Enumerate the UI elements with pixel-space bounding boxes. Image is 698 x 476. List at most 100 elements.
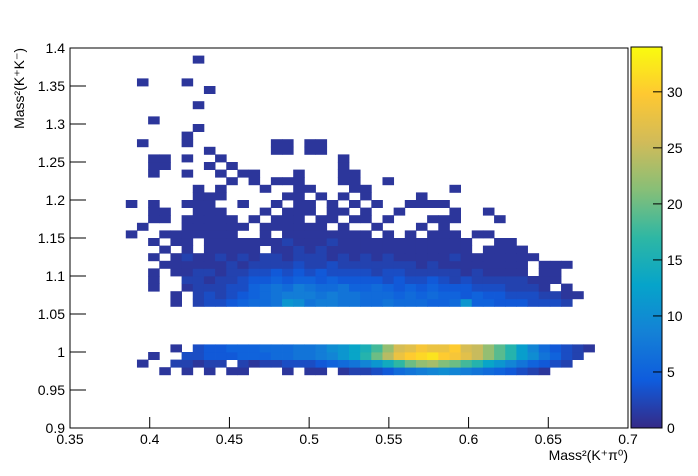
cell (215, 238, 227, 246)
cell (516, 268, 528, 277)
cell (181, 268, 194, 277)
cell (148, 162, 160, 170)
cell (248, 268, 261, 277)
cell (538, 283, 551, 292)
cell (148, 154, 160, 163)
cell (583, 344, 595, 353)
cell (304, 245, 316, 254)
cell (259, 238, 272, 246)
cell (393, 268, 406, 277)
cell (561, 352, 573, 360)
cell (226, 283, 238, 292)
cell (371, 200, 383, 208)
cell (270, 200, 283, 208)
cell (471, 367, 484, 376)
cell (270, 298, 283, 307)
cell (393, 238, 406, 246)
cell (237, 298, 249, 307)
cell (259, 344, 272, 353)
cell (315, 276, 328, 284)
cell (460, 344, 473, 353)
cell (304, 352, 316, 360)
cell (203, 344, 216, 353)
cell (382, 177, 395, 186)
cell (382, 260, 395, 269)
cell (270, 146, 283, 155)
cell (270, 359, 283, 368)
cell (438, 367, 450, 376)
cell (482, 352, 495, 360)
cell (471, 344, 484, 353)
x-tick-label: 0.7 (618, 431, 638, 447)
cell (382, 291, 395, 300)
cell (415, 260, 428, 269)
cell (371, 291, 383, 300)
cell (505, 238, 517, 246)
cell (215, 169, 227, 178)
cell (404, 359, 417, 368)
cell (360, 245, 372, 254)
cell (282, 177, 294, 186)
cell (349, 238, 361, 246)
cell (293, 276, 305, 284)
cell (527, 298, 540, 307)
cell (270, 283, 283, 292)
cell (349, 184, 361, 193)
cell (148, 253, 160, 262)
cell (337, 169, 350, 178)
cell (505, 283, 517, 292)
cell (482, 298, 495, 307)
cell (293, 215, 305, 224)
cell (494, 268, 506, 277)
cell (259, 222, 272, 231)
cell (181, 260, 194, 269)
cell (449, 268, 461, 277)
cell (170, 238, 182, 246)
cell (192, 291, 205, 300)
cell (215, 276, 227, 284)
cell (516, 352, 528, 360)
cell (326, 253, 339, 262)
cell (460, 245, 473, 254)
cell (270, 177, 283, 186)
cell (349, 177, 361, 186)
cell (226, 222, 238, 231)
cell (482, 276, 495, 284)
cell (427, 260, 439, 269)
cell (148, 352, 160, 360)
cell (494, 298, 506, 307)
cell (382, 344, 395, 353)
cell (415, 200, 428, 208)
cell (237, 253, 249, 262)
cell (360, 344, 372, 353)
cell (170, 268, 182, 277)
cell (516, 276, 528, 284)
cell (148, 283, 160, 292)
cell (438, 268, 450, 277)
cell (482, 230, 495, 239)
cell (505, 276, 517, 284)
cell (326, 291, 339, 300)
cell (360, 367, 372, 376)
cell (192, 184, 205, 193)
cell (549, 260, 562, 269)
y-tick-label: 1.1 (46, 268, 66, 284)
cell (282, 359, 294, 368)
cell (438, 260, 450, 269)
cell (505, 268, 517, 277)
cell (404, 260, 417, 269)
cell (360, 215, 372, 224)
cell (438, 344, 450, 353)
cell (293, 352, 305, 360)
cell (494, 344, 506, 353)
cell (393, 283, 406, 292)
cell (315, 260, 328, 269)
cell (371, 268, 383, 277)
cell (148, 169, 160, 178)
cell (471, 268, 484, 277)
cell (293, 291, 305, 300)
cell (449, 215, 461, 224)
y-tick-label: 1.15 (38, 230, 65, 246)
cell (494, 253, 506, 262)
cell (438, 283, 450, 292)
